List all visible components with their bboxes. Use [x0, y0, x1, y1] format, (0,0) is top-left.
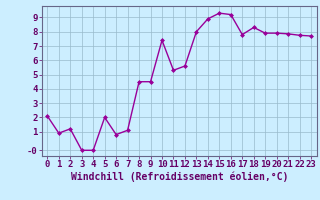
- X-axis label: Windchill (Refroidissement éolien,°C): Windchill (Refroidissement éolien,°C): [70, 172, 288, 182]
